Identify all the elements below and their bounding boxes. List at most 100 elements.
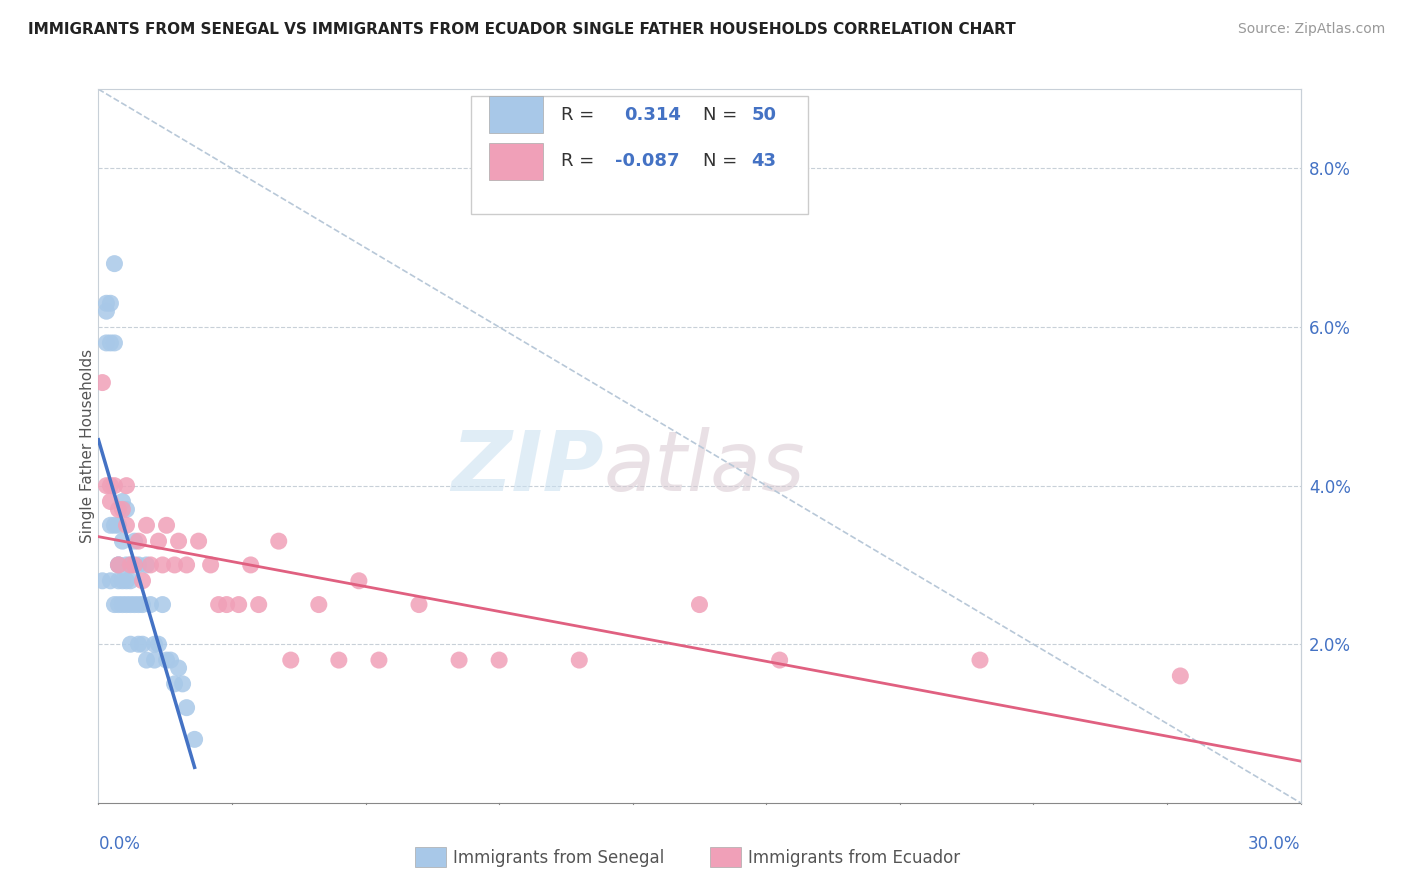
Point xyxy=(115,478,138,492)
Point xyxy=(155,653,177,667)
Point xyxy=(107,574,129,588)
Point xyxy=(408,598,430,612)
Point xyxy=(969,653,991,667)
Text: 0.0%: 0.0% xyxy=(98,835,141,853)
Point xyxy=(111,502,134,516)
Point xyxy=(163,558,186,572)
Point xyxy=(135,653,157,667)
Point xyxy=(131,598,153,612)
Point xyxy=(152,598,174,612)
Bar xyxy=(489,96,543,134)
Text: 43: 43 xyxy=(751,153,776,170)
Point xyxy=(91,376,114,390)
Point xyxy=(368,653,391,667)
Point xyxy=(200,558,222,572)
Point xyxy=(100,335,122,350)
Point xyxy=(107,558,129,572)
Text: -0.087: -0.087 xyxy=(616,153,681,170)
Point xyxy=(120,574,142,588)
Point xyxy=(107,558,129,572)
Point xyxy=(447,653,470,667)
Point xyxy=(143,637,166,651)
Point xyxy=(163,677,186,691)
Point xyxy=(124,598,146,612)
Point xyxy=(115,574,138,588)
Point xyxy=(135,518,157,533)
Point xyxy=(167,534,190,549)
Point xyxy=(328,653,350,667)
Point xyxy=(107,558,129,572)
Point xyxy=(143,653,166,667)
Point xyxy=(148,637,170,651)
Point xyxy=(131,574,153,588)
Point xyxy=(111,598,134,612)
Point xyxy=(124,558,146,572)
Point xyxy=(128,534,150,549)
Point xyxy=(128,598,150,612)
Point xyxy=(239,558,262,572)
Point xyxy=(247,598,270,612)
Point xyxy=(172,677,194,691)
Point xyxy=(187,534,209,549)
Point xyxy=(100,574,122,588)
Point xyxy=(176,558,198,572)
Point xyxy=(308,598,330,612)
Point xyxy=(120,598,142,612)
Text: 0.314: 0.314 xyxy=(624,106,681,124)
Point xyxy=(111,534,134,549)
Y-axis label: Single Father Households: Single Father Households xyxy=(80,349,94,543)
Point xyxy=(228,598,250,612)
Point xyxy=(139,598,162,612)
Point xyxy=(120,558,142,572)
Point xyxy=(267,534,290,549)
Point xyxy=(107,502,129,516)
Point xyxy=(120,558,142,572)
Point xyxy=(280,653,302,667)
Point xyxy=(115,598,138,612)
Point xyxy=(148,534,170,549)
Point xyxy=(347,574,370,588)
Text: 50: 50 xyxy=(751,106,776,124)
Point xyxy=(769,653,792,667)
Text: R =: R = xyxy=(561,153,600,170)
Text: N =: N = xyxy=(703,106,737,124)
Point xyxy=(689,598,711,612)
Point xyxy=(111,494,134,508)
Point xyxy=(131,637,153,651)
Point xyxy=(115,558,138,572)
Point xyxy=(115,502,138,516)
Point xyxy=(100,518,122,533)
Point xyxy=(103,257,125,271)
Point xyxy=(96,296,118,310)
Point xyxy=(155,518,177,533)
Text: atlas: atlas xyxy=(603,427,806,508)
Point xyxy=(139,558,162,572)
Text: Immigrants from Ecuador: Immigrants from Ecuador xyxy=(748,849,960,867)
Point xyxy=(1170,669,1192,683)
Point xyxy=(208,598,231,612)
Point xyxy=(215,598,238,612)
Point xyxy=(124,534,146,549)
Point xyxy=(135,558,157,572)
Point xyxy=(159,653,181,667)
Point xyxy=(107,518,129,533)
Point xyxy=(100,296,122,310)
Point xyxy=(111,574,134,588)
Point xyxy=(120,637,142,651)
Bar xyxy=(489,143,543,180)
Text: Immigrants from Senegal: Immigrants from Senegal xyxy=(453,849,664,867)
Point xyxy=(128,558,150,572)
Point xyxy=(128,637,150,651)
Text: N =: N = xyxy=(703,153,737,170)
Text: IMMIGRANTS FROM SENEGAL VS IMMIGRANTS FROM ECUADOR SINGLE FATHER HOUSEHOLDS CORR: IMMIGRANTS FROM SENEGAL VS IMMIGRANTS FR… xyxy=(28,22,1017,37)
Point xyxy=(100,494,122,508)
Text: 30.0%: 30.0% xyxy=(1249,835,1301,853)
Point xyxy=(96,478,118,492)
Text: Source: ZipAtlas.com: Source: ZipAtlas.com xyxy=(1237,22,1385,37)
Text: R =: R = xyxy=(561,106,600,124)
Point xyxy=(103,478,125,492)
Point xyxy=(152,558,174,572)
Text: ZIP: ZIP xyxy=(451,427,603,508)
Point xyxy=(568,653,591,667)
Point xyxy=(176,700,198,714)
